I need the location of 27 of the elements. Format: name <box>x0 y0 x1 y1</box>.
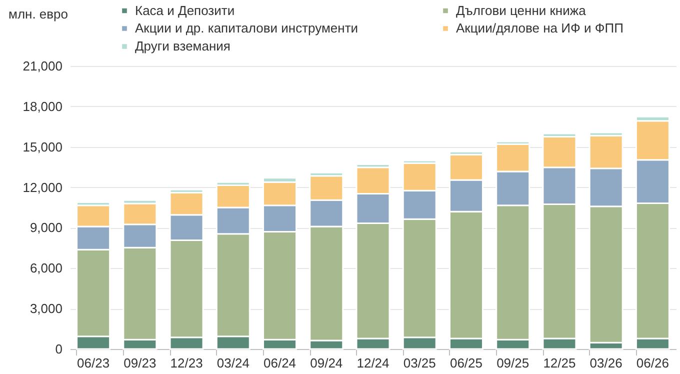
x-tick-label: 03/25 <box>403 356 436 370</box>
x-tick-label: 06/26 <box>636 356 669 370</box>
y-tick-label: 9,000 <box>30 220 62 236</box>
x-tick-label: 09/23 <box>124 356 156 370</box>
x-tick-label: 12/25 <box>543 356 576 370</box>
y-tick-label: 6,000 <box>30 260 62 276</box>
x-tick-label: 09/24 <box>310 356 343 370</box>
y-axis-title: млн. евро <box>8 6 68 22</box>
x-tick-label: 03/24 <box>216 356 250 370</box>
legend-label: Дългови ценни книжа <box>456 2 587 18</box>
y-tick-label: 15,000 <box>22 139 62 154</box>
x-tick-label: 06/25 <box>450 356 483 370</box>
y-tick-label: 3,000 <box>30 301 62 316</box>
y-tick-label: 18,000 <box>22 98 62 114</box>
x-tick-label: 12/24 <box>356 356 390 370</box>
x-tick-label: 03/26 <box>590 356 622 370</box>
y-tick-label: 12,000 <box>22 180 62 195</box>
x-tick-label: 12/23 <box>170 356 203 370</box>
legend-label: Акции/дялове на ИФ и ФПП <box>456 20 624 36</box>
y-tick-label: 0 <box>55 342 62 356</box>
legend-label: Каса и Депозити <box>135 2 235 18</box>
x-tick-label: 06/24 <box>263 356 296 370</box>
legend-label: Други вземания <box>135 38 230 54</box>
x-tick-label: 06/23 <box>77 356 110 370</box>
legend-label: Акции и др. капиталови инструменти <box>135 20 358 36</box>
y-tick-label: 21,000 <box>22 58 62 74</box>
x-tick-label: 09/25 <box>496 356 530 370</box>
